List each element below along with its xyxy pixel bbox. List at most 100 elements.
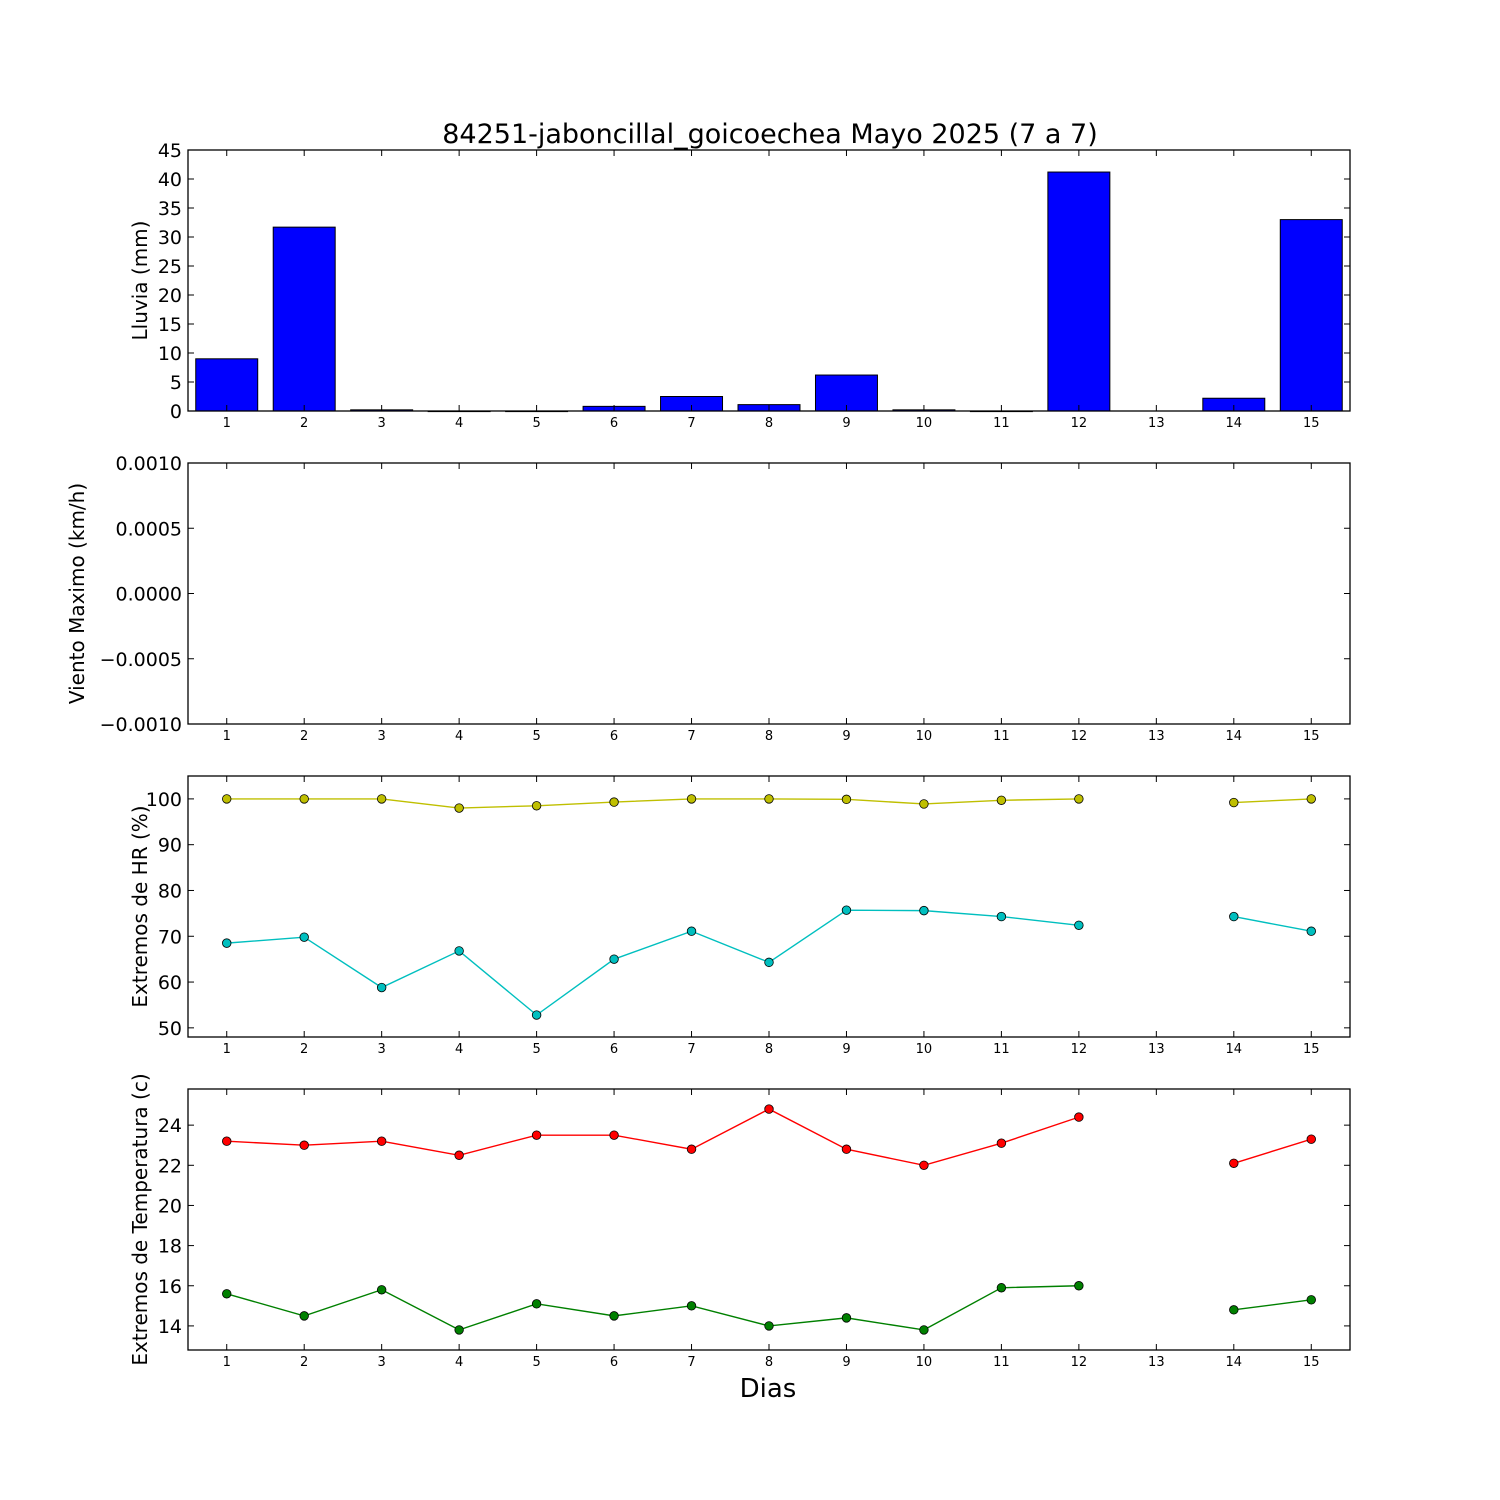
y-tick-label-0: 14 <box>158 1316 182 1338</box>
x-tick-label-8: 8 <box>765 729 773 744</box>
series-0-point-day-6 <box>609 1130 619 1140</box>
y-tick-label-3: 80 <box>158 880 182 902</box>
y-tick-label-1: 60 <box>158 972 182 994</box>
series-0-point-day-5 <box>531 801 542 811</box>
x-tick-label-12: 12 <box>1071 729 1088 744</box>
series-0-point-day-12 <box>1074 794 1084 804</box>
series-1-point-day-14 <box>1229 1305 1239 1315</box>
bar-day-12 <box>1047 171 1111 412</box>
series-0-point-day-1 <box>222 1136 232 1146</box>
series-1-point-day-1 <box>222 938 232 948</box>
x-tick-label-6: 6 <box>610 1355 618 1370</box>
y-axis-label-viento: Viento Maximo (km/h) <box>65 483 89 704</box>
x-tick-label-8: 8 <box>765 1042 773 1057</box>
series-0-point-day-1 <box>222 794 232 804</box>
x-tick-label-10: 10 <box>916 1042 933 1057</box>
series-0-point-day-2 <box>299 794 309 804</box>
y-tick-label-4: 0.0010 <box>116 453 182 475</box>
x-tick-label-6: 6 <box>610 729 618 744</box>
x-tick-label-13: 13 <box>1148 1355 1165 1370</box>
x-tick-label-10: 10 <box>916 416 933 431</box>
panel-lluvia: 1 2 3 4 5 6 7 8 9 10 11 12 13 14 15051015202530354045L… <box>128 140 1351 431</box>
x-tick-label-11: 11 <box>993 1042 1010 1057</box>
x-tick-label-1: 1 <box>223 1355 231 1370</box>
x-tick-label-7: 7 <box>687 1355 695 1370</box>
x-tick-label-5: 5 <box>532 1042 540 1057</box>
chart-title: 84251-jaboncillal_goicoechea Mayo 2025 (… <box>442 119 1098 150</box>
y-tick-label-0: −0.0010 <box>100 714 182 736</box>
x-tick-label-1: 1 <box>223 416 231 431</box>
series-0-point-day-14 <box>1229 1158 1239 1168</box>
series-1-point-day-8 <box>764 957 774 968</box>
series-1-point-day-7 <box>686 1301 697 1311</box>
x-tick-label-10: 10 <box>916 729 933 744</box>
x-tick-label-4: 4 <box>455 416 463 431</box>
series-1-point-day-7 <box>686 926 697 936</box>
series-0-point-day-9 <box>841 794 852 805</box>
series-0-point-day-9 <box>841 1144 852 1154</box>
y-tick-label-2: 70 <box>158 926 182 948</box>
x-tick-label-7: 7 <box>687 416 695 431</box>
series-0-point-day-8 <box>764 1104 774 1114</box>
x-tick-label-9: 9 <box>842 416 850 431</box>
series-0-point-day-12 <box>1074 1112 1084 1122</box>
series-0-line-1 <box>1233 798 1312 804</box>
x-tick-label-13: 13 <box>1148 416 1165 431</box>
series-1-point-day-12 <box>1074 920 1084 930</box>
y-tick-label-8: 40 <box>158 169 182 191</box>
y-tick-label-0: 0 <box>170 401 182 423</box>
x-tick-label-4: 4 <box>455 729 463 744</box>
series-0-point-day-5 <box>531 1130 542 1140</box>
series-1-point-day-10 <box>919 905 929 916</box>
x-tick-label-9: 9 <box>842 1042 850 1057</box>
x-tick-label-3: 3 <box>378 416 386 431</box>
series-1-point-day-1 <box>222 1289 232 1299</box>
series-0-point-day-15 <box>1306 1134 1316 1144</box>
x-tick-label-11: 11 <box>993 729 1010 744</box>
x-tick-label-12: 12 <box>1071 1042 1088 1057</box>
y-tick-label-2: 0.0000 <box>116 584 182 606</box>
axes-frame <box>187 149 1351 412</box>
y-tick-label-3: 20 <box>158 1195 182 1217</box>
y-tick-label-9: 45 <box>158 140 182 162</box>
series-1-line-0 <box>226 909 1079 1016</box>
x-tick-label-15: 15 <box>1303 1042 1320 1057</box>
series-1-point-day-3 <box>376 1285 387 1295</box>
y-tick-label-5: 25 <box>158 256 182 278</box>
bar-day-2 <box>272 226 336 412</box>
x-tick-label-5: 5 <box>532 1355 540 1370</box>
series-0-point-day-14 <box>1229 797 1239 808</box>
x-tick-label-10: 10 <box>916 1355 933 1370</box>
series-0-point-day-3 <box>376 794 387 804</box>
y-tick-label-6: 30 <box>158 227 182 249</box>
y-tick-label-4: 22 <box>158 1155 182 1177</box>
y-tick-label-1: −0.0005 <box>100 649 182 671</box>
axes-frame <box>187 1088 1351 1351</box>
axes-frame <box>187 462 1351 725</box>
series-0-point-day-10 <box>919 1160 929 1170</box>
x-tick-label-14: 14 <box>1226 1042 1243 1057</box>
x-tick-label-14: 14 <box>1226 1355 1243 1370</box>
x-tick-label-15: 15 <box>1303 416 1320 431</box>
series-0-point-day-10 <box>919 799 929 809</box>
series-1-point-day-14 <box>1229 911 1239 922</box>
series-0-point-day-3 <box>376 1136 387 1146</box>
x-tick-label-2: 2 <box>300 1042 308 1057</box>
series-1-point-day-9 <box>841 905 852 915</box>
series-0-point-day-15 <box>1306 794 1316 804</box>
series-1-point-day-11 <box>996 911 1007 922</box>
panels: 1 2 3 4 5 6 7 8 9 10 11 12 13 14 15051015202530354045L… <box>65 140 1351 1370</box>
x-tick-label-9: 9 <box>842 729 850 744</box>
x-tick-label-2: 2 <box>300 416 308 431</box>
y-tick-label-0: 50 <box>158 1018 182 1040</box>
series-1-point-day-2 <box>299 1311 309 1321</box>
bar-day-1 <box>195 358 259 412</box>
bar-day-15 <box>1279 219 1343 412</box>
y-tick-label-7: 35 <box>158 198 182 220</box>
y-axis-label-temp: Extremos de Temperatura (c) <box>128 1073 152 1365</box>
y-tick-label-5: 24 <box>158 1115 182 1137</box>
x-tick-label-7: 7 <box>687 729 695 744</box>
series-0-point-day-7 <box>686 794 697 804</box>
y-tick-label-3: 15 <box>158 314 182 336</box>
